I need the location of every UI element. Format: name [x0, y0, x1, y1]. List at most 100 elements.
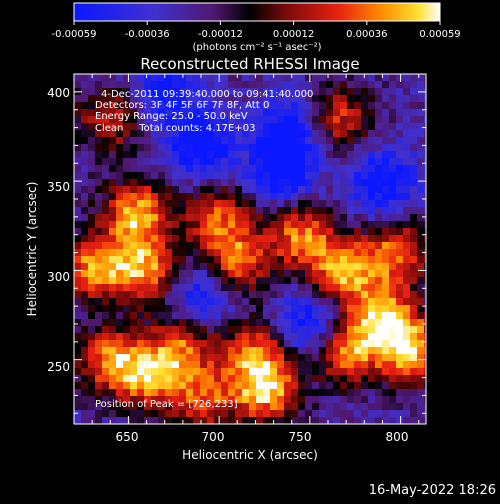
heatmap-cell — [102, 410, 110, 418]
heatmap-cell — [263, 207, 271, 215]
heatmap-cell — [417, 158, 425, 166]
heatmap-cell — [88, 340, 96, 348]
heatmap-cell — [116, 151, 124, 159]
heatmap-cell — [165, 123, 173, 131]
heatmap-cell — [256, 340, 264, 348]
heatmap-cell — [340, 172, 348, 180]
heatmap-cell — [424, 368, 426, 376]
heatmap-cell — [249, 235, 257, 243]
heatmap-cell — [207, 214, 215, 222]
heatmap-cell — [389, 179, 397, 187]
heatmap-cell — [340, 347, 348, 355]
heatmap-cell — [277, 88, 285, 96]
heatmap-cell — [74, 382, 82, 390]
heatmap-cell — [228, 403, 236, 411]
heatmap-cell — [298, 298, 306, 306]
annotation-detectors: Detectors: 3F 4F 5F 6F 7F 8F, Att 0 — [95, 100, 269, 111]
heatmap-cell — [277, 319, 285, 327]
heatmap-cell — [228, 179, 236, 187]
heatmap-cell — [130, 410, 138, 418]
heatmap-cell — [249, 186, 257, 194]
heatmap-cell — [137, 74, 145, 82]
heatmap-cell — [277, 116, 285, 124]
heatmap-cell — [382, 102, 390, 110]
heatmap-cell — [81, 326, 89, 334]
heatmap-cell — [417, 417, 425, 424]
heatmap-cell — [291, 235, 299, 243]
heatmap-cell — [263, 403, 271, 411]
heatmap-cell — [137, 326, 145, 334]
heatmap-cell — [298, 123, 306, 131]
heatmap-cell — [340, 361, 348, 369]
heatmap-cell — [375, 298, 383, 306]
heatmap-cell — [172, 326, 180, 334]
heatmap-cell — [375, 263, 383, 271]
heatmap-cell — [123, 228, 131, 236]
heatmap-cell — [368, 389, 376, 397]
heatmap-cell — [214, 305, 222, 313]
heatmap-cell — [270, 200, 278, 208]
heatmap-cell — [424, 340, 426, 348]
heatmap-cell — [319, 333, 327, 341]
heatmap-cell — [74, 375, 82, 383]
heatmap-cell — [137, 347, 145, 355]
heatmap-cell — [270, 165, 278, 173]
heatmap-cell — [284, 221, 292, 229]
heatmap-cell — [193, 172, 201, 180]
heatmap-cell — [298, 403, 306, 411]
heatmap-cell — [347, 242, 355, 250]
heatmap-cell — [389, 123, 397, 131]
heatmap-cell — [179, 144, 187, 152]
heatmap-cell — [186, 88, 194, 96]
heatmap-cell — [144, 81, 152, 89]
heatmap-cell — [186, 263, 194, 271]
heatmap-cell — [326, 368, 334, 376]
heatmap-cell — [165, 403, 173, 411]
heatmap-cell — [417, 123, 425, 131]
heatmap-cell — [172, 228, 180, 236]
heatmap-cell — [340, 116, 348, 124]
heatmap-cell — [291, 270, 299, 278]
heatmap-cell — [81, 207, 89, 215]
heatmap-cell — [396, 165, 404, 173]
heatmap-cell — [361, 284, 369, 292]
heatmap-cell — [403, 186, 411, 194]
heatmap-cell — [340, 221, 348, 229]
heatmap-cell — [340, 312, 348, 320]
colorbar: -0.00059 -0.00036 -0.00012 0.00012 0.000… — [52, 2, 461, 53]
heatmap-cell — [410, 137, 418, 145]
heatmap-cell — [410, 256, 418, 264]
heatmap-cell — [305, 81, 313, 89]
heatmap-cell — [109, 74, 117, 82]
heatmap-cell — [214, 172, 222, 180]
heatmap-cell — [74, 221, 82, 229]
heatmap-cell — [74, 102, 82, 110]
heatmap-cell — [137, 375, 145, 383]
heatmap-cell — [305, 277, 313, 285]
heatmap-cell — [389, 368, 397, 376]
heatmap-cell — [207, 130, 215, 138]
heatmap-cell — [88, 221, 96, 229]
heatmap-cell — [256, 291, 264, 299]
heatmap-cell — [347, 305, 355, 313]
heatmap-cell — [403, 361, 411, 369]
heatmap-cell — [151, 291, 159, 299]
heatmap-cell — [123, 109, 131, 117]
heatmap-cell — [109, 137, 117, 145]
heatmap-cell — [130, 312, 138, 320]
heatmap-cell — [81, 130, 89, 138]
heatmap-cell — [291, 102, 299, 110]
heatmap-cell — [130, 165, 138, 173]
heatmap-cell — [361, 326, 369, 334]
heatmap-cell — [172, 291, 180, 299]
heatmap-cell — [368, 151, 376, 159]
heatmap-cell — [396, 81, 404, 89]
heatmap-cell — [389, 277, 397, 285]
heatmap-cell — [375, 81, 383, 89]
heatmap-cell — [375, 221, 383, 229]
heatmap-cell — [186, 270, 194, 278]
heatmap-cell — [312, 102, 320, 110]
heatmap-cell — [410, 88, 418, 96]
heatmap-cell — [354, 270, 362, 278]
heatmap-cell — [207, 326, 215, 334]
